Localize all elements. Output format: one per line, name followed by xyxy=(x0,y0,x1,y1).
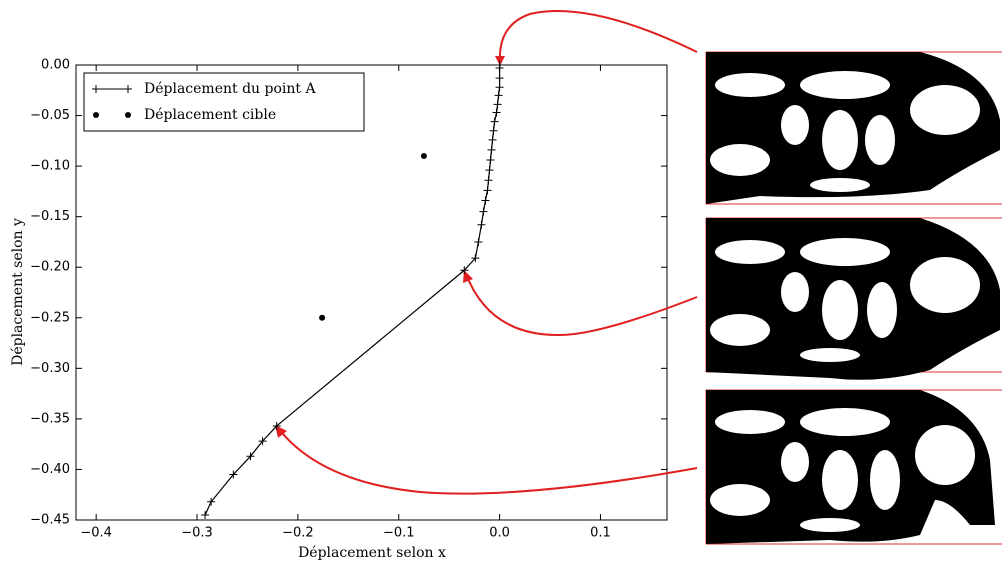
marker xyxy=(420,153,427,159)
marker xyxy=(246,452,255,461)
legend-marker xyxy=(124,85,132,93)
marker xyxy=(471,254,480,263)
marker xyxy=(272,421,281,430)
y-tick-label: −0.35 xyxy=(30,411,70,426)
arrow xyxy=(498,10,698,63)
y-tick-label: −0.20 xyxy=(30,260,70,275)
arrow xyxy=(465,273,698,337)
marker xyxy=(481,196,490,205)
y-tick-label: −0.30 xyxy=(30,361,70,376)
y-axis-label: Déplacement selon y xyxy=(10,218,26,366)
topology-2 xyxy=(705,217,1002,380)
x-tick-label: 0.0 xyxy=(489,526,510,541)
x-tick-label: 0.1 xyxy=(590,526,611,541)
marker xyxy=(485,166,494,175)
legend-label: Déplacement du point A xyxy=(144,81,316,97)
marker xyxy=(495,64,504,73)
marker xyxy=(487,145,496,154)
marker xyxy=(492,108,501,117)
marker xyxy=(489,126,498,135)
topology-1 xyxy=(705,51,1002,205)
marker xyxy=(486,156,495,165)
topology-images xyxy=(705,51,1002,545)
marker xyxy=(495,74,504,83)
marker xyxy=(258,437,267,446)
marker xyxy=(494,91,503,100)
x-axis-label: Déplacement selon x xyxy=(298,545,446,561)
marker xyxy=(460,266,469,275)
marker xyxy=(229,470,238,479)
legend-marker xyxy=(92,85,100,93)
y-tick-label: −0.40 xyxy=(30,462,70,477)
marker xyxy=(201,510,210,519)
legend-marker xyxy=(93,112,99,118)
marker xyxy=(490,117,499,126)
marker xyxy=(319,314,326,321)
legend-label: Déplacement cible xyxy=(144,107,276,123)
x-tick-label: −0.2 xyxy=(282,526,314,541)
x-tick-label: −0.4 xyxy=(80,526,112,541)
legend-marker xyxy=(125,112,131,118)
marker xyxy=(484,176,493,185)
y-tick-label: −0.05 xyxy=(30,108,70,123)
legend: Déplacement du point A Déplacement cible xyxy=(83,72,365,132)
legend-box xyxy=(83,72,365,132)
x-tick-label: −0.3 xyxy=(181,526,213,541)
marker xyxy=(477,220,486,229)
marker xyxy=(495,83,504,92)
marker xyxy=(207,497,216,506)
marker xyxy=(493,100,502,109)
arrow xyxy=(277,427,698,495)
marker xyxy=(483,186,492,195)
y-tick-label: 0.00 xyxy=(41,58,70,73)
y-tick-label: −0.10 xyxy=(30,159,70,174)
y-tick-label: −0.45 xyxy=(30,513,70,528)
y-tick-label: −0.15 xyxy=(30,209,70,224)
marker xyxy=(488,135,497,144)
plot-area xyxy=(75,64,668,521)
y-tick-label: −0.25 xyxy=(30,310,70,325)
x-tick-label: −0.1 xyxy=(383,526,415,541)
marker xyxy=(479,207,488,216)
topology-3 xyxy=(705,389,1002,545)
marker xyxy=(474,237,483,246)
